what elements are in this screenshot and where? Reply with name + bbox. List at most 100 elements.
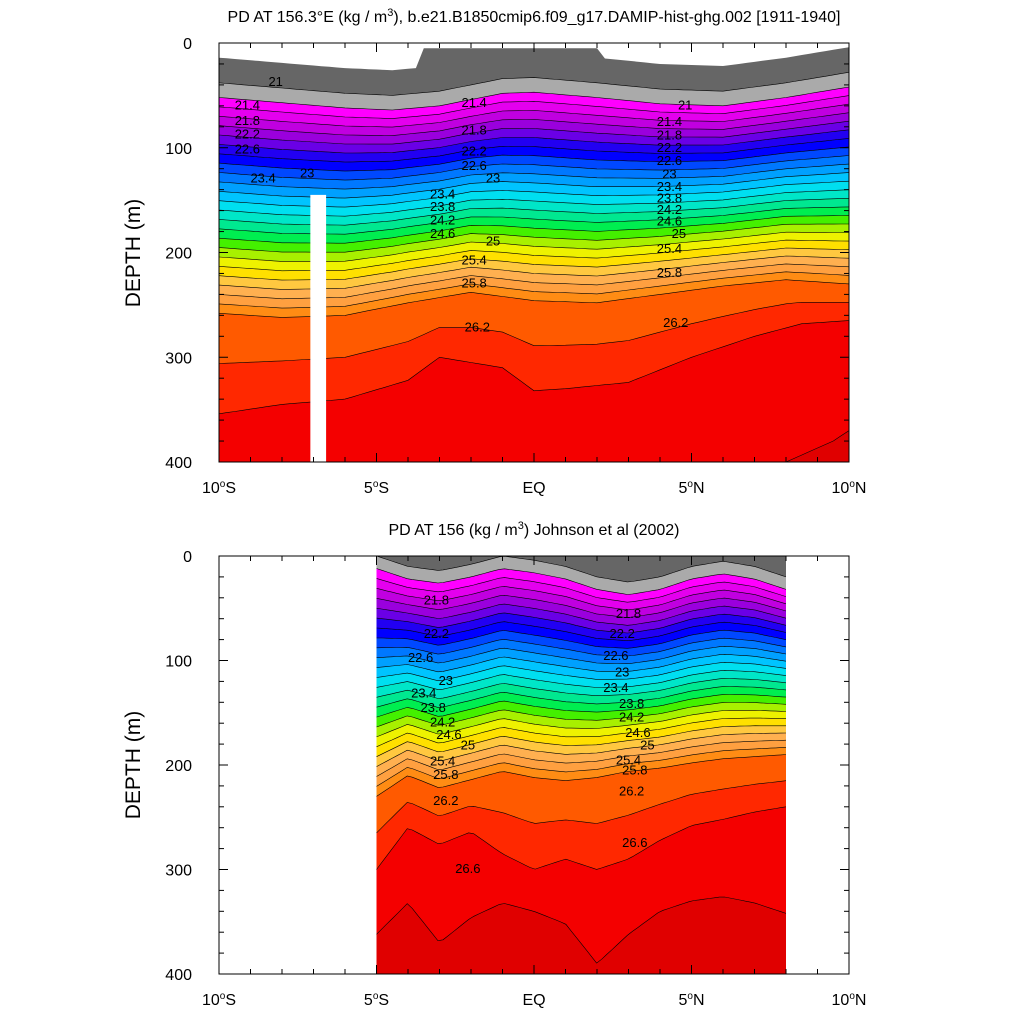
isopycnal-line <box>376 710 787 738</box>
isopycnal-line <box>376 637 787 657</box>
contour-band <box>376 897 786 974</box>
isopycnal-line <box>376 678 787 699</box>
contour-label: 24.6 <box>436 727 461 742</box>
isopycnal-line <box>376 621 787 642</box>
contour-label: 23 <box>615 664 629 679</box>
isopycnal-line <box>376 594 787 618</box>
contour-label: 21.8 <box>424 592 449 607</box>
contour-label: 21.4 <box>657 114 682 129</box>
isopycnal-line <box>219 103 849 128</box>
isopycnal-line <box>376 806 787 870</box>
contour-band <box>219 138 849 172</box>
contour-label: 21.4 <box>235 97 260 112</box>
contour-band <box>219 320 849 462</box>
isopycnal-line <box>219 112 849 136</box>
contour-band <box>376 725 786 767</box>
contour-label: 26.6 <box>622 835 647 850</box>
contour-band <box>376 556 786 595</box>
isopycnal-line <box>376 747 787 787</box>
contour-label: 23.4 <box>657 179 682 194</box>
contour-label: 23 <box>486 171 500 186</box>
contour-band <box>219 87 849 119</box>
contour-label: 23 <box>300 165 314 180</box>
contour-band <box>376 586 786 618</box>
isopycnal-line <box>219 163 849 190</box>
contour-band <box>219 206 849 244</box>
isopycnal-line <box>376 612 787 634</box>
isopycnal-line <box>219 155 849 181</box>
contour-band <box>376 556 786 582</box>
contour-label: 21.8 <box>235 113 260 128</box>
contour-fill-area <box>219 47 849 462</box>
y-tick-label: 100 <box>165 141 192 158</box>
contour-band <box>219 256 849 299</box>
contour-band <box>376 702 786 737</box>
contour-band <box>219 72 849 110</box>
contour-label: 24.2 <box>430 715 455 730</box>
contour-band <box>219 155 849 190</box>
isopycnal-line <box>376 669 787 690</box>
contour-label: 25 <box>672 226 686 241</box>
contour-fill-area <box>376 556 787 974</box>
contour-label: 25 <box>640 738 654 753</box>
contour-label: 23 <box>662 166 676 181</box>
contour-band <box>376 733 786 777</box>
contour-label: 23.4 <box>603 680 628 695</box>
contour-band <box>219 224 849 262</box>
contour-label: 25.8 <box>622 763 647 778</box>
isopycnal-line <box>376 717 787 748</box>
x-tick-label: 5oS <box>364 479 389 497</box>
contour-label: 21.8 <box>657 128 682 143</box>
panel-model: PD AT 156.3°E (kg / m3), b.e21.B1850cmip… <box>122 7 866 497</box>
isopycnal-line <box>376 896 787 964</box>
isopycnal-line <box>376 586 787 611</box>
isopycnal-line <box>219 138 849 163</box>
contour-band <box>376 754 786 833</box>
y-tick-label: 300 <box>165 863 192 880</box>
contour-label: 21 <box>268 74 282 89</box>
x-tick-label: EQ <box>522 992 545 1009</box>
contour-label: 22.2 <box>461 143 486 158</box>
contour-band <box>219 248 849 290</box>
contour-labels: 21.822.222.62323.423.824.224.62525.425.8… <box>408 592 655 876</box>
y-tick-label: 300 <box>165 350 192 367</box>
contour-band <box>219 215 849 253</box>
panel-title: PD AT 156 (kg / m3) Johnson et al (2002) <box>388 520 679 539</box>
isopycnal-line <box>376 732 787 767</box>
contour-label: 24.6 <box>625 725 650 740</box>
isopycnal-line <box>219 146 849 172</box>
contour-label: 21.8 <box>461 122 486 137</box>
contour-label: 23.8 <box>657 191 682 206</box>
contour-label: 24.2 <box>619 709 644 724</box>
contour-label: 23.8 <box>430 199 455 214</box>
y-axis-label: DEPTH (m) <box>122 711 145 820</box>
x-tick-label: 10oS <box>202 479 236 497</box>
contour-label: 22.6 <box>657 153 682 168</box>
x-tick-label: 10oS <box>202 991 236 1009</box>
contour-band <box>219 47 849 96</box>
contour-band <box>376 718 786 757</box>
contour-label: 23.4 <box>430 186 455 201</box>
contour-band <box>376 595 786 626</box>
contour-band <box>376 780 786 870</box>
contour-band <box>219 146 849 181</box>
contour-band <box>376 638 786 664</box>
x-tick-label: 5oN <box>678 479 704 497</box>
isopycnal-line <box>376 661 787 682</box>
contour-band <box>376 604 786 633</box>
y-tick-label: 400 <box>165 455 192 472</box>
contour-band <box>219 104 849 136</box>
contour-band <box>219 198 849 235</box>
panel-observed: PD AT 156 (kg / m3) Johnson et al (2002)… <box>122 520 866 1009</box>
contour-band <box>219 302 849 414</box>
isopycnal-line <box>376 577 787 603</box>
isopycnal-line <box>376 694 787 718</box>
isopycnal-line <box>219 86 849 111</box>
contour-band <box>376 747 786 797</box>
contour-label: 22.2 <box>657 140 682 155</box>
contour-label: 22.6 <box>235 141 260 156</box>
contour-band <box>219 172 849 208</box>
contour-label: 23.4 <box>411 685 436 700</box>
